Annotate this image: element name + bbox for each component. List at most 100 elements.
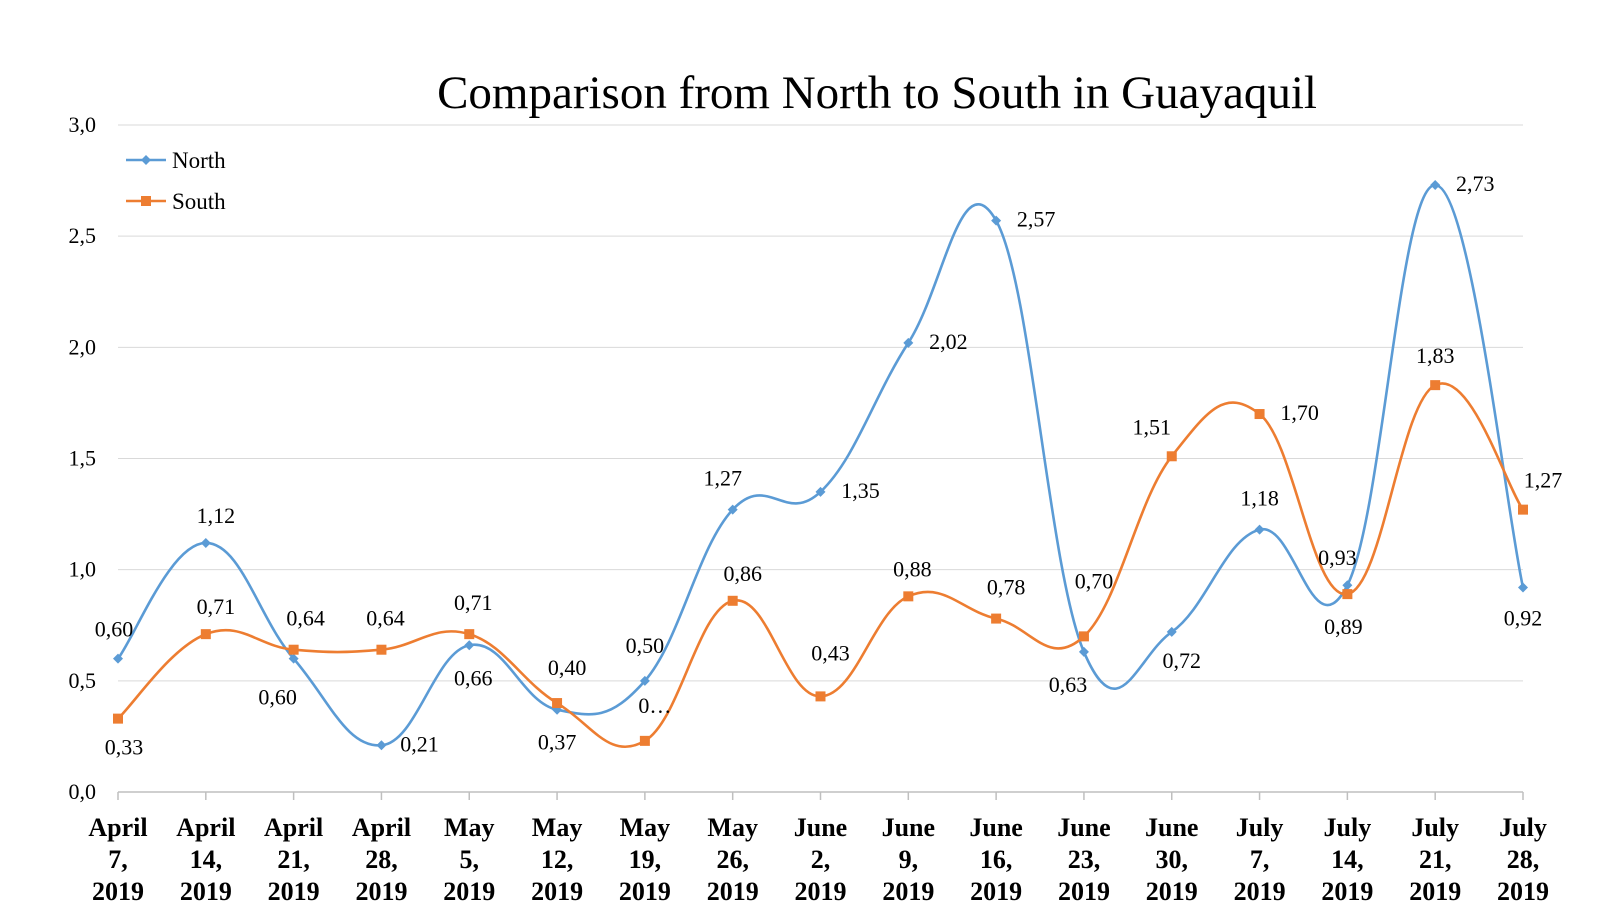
x-tick-label: April 21, 2019 — [264, 813, 323, 906]
point-south — [903, 591, 914, 602]
x-tick-label: June 23, 2019 — [1057, 813, 1110, 906]
point-north — [464, 640, 475, 651]
data-label-south: 0,43 — [811, 640, 850, 665]
legend-label-south: South — [172, 189, 226, 214]
x-axis-ticks: April 7, 2019 April 14, 2019 April 21, 2019 April… — [88, 813, 1549, 906]
chart-title: Comparison from North to South in Guayaq… — [437, 67, 1317, 119]
data-label-south: 0,64 — [286, 606, 325, 631]
data-label-north: 1,27 — [703, 466, 742, 491]
point-south — [991, 613, 1002, 624]
data-label-south: 0,89 — [1324, 614, 1363, 639]
legend-label-north: North — [172, 148, 226, 173]
legend: North South — [126, 148, 226, 214]
legend-marker-north — [141, 155, 151, 165]
point-north — [1078, 646, 1089, 657]
x-tick-label: May 19, 2019 — [619, 813, 671, 906]
point-south — [200, 629, 211, 640]
x-tick-label: July 14, 2019 — [1321, 813, 1373, 906]
axes — [117, 791, 1524, 800]
point-south — [1166, 451, 1177, 462]
data-label-north: 0,21 — [400, 731, 439, 756]
data-label-north: 0,60 — [95, 617, 134, 642]
x-tick-label: June 2, 2019 — [794, 813, 847, 906]
point-north — [1254, 524, 1265, 535]
y-tick-label: 0,0 — [69, 779, 97, 804]
x-tick-label: July 21, 2019 — [1409, 813, 1461, 906]
point-north — [200, 537, 211, 548]
point-south — [464, 629, 475, 640]
point-south — [288, 644, 299, 655]
point-south — [376, 644, 387, 655]
data-label-south: 0,86 — [723, 561, 762, 586]
point-north — [903, 337, 914, 348]
series-lines — [113, 180, 1528, 751]
point-north — [1518, 582, 1528, 593]
point-north — [1430, 180, 1441, 191]
point-south — [1430, 380, 1441, 391]
data-label-south: 1,70 — [1280, 400, 1319, 425]
point-north — [727, 504, 738, 515]
point-north — [1342, 580, 1353, 591]
x-tick-label: April 28, 2019 — [352, 813, 411, 906]
point-south — [552, 698, 563, 709]
data-label-north: 1,18 — [1240, 486, 1279, 511]
point-south — [815, 691, 826, 702]
data-label-north: 0,72 — [1163, 648, 1202, 673]
y-tick-label: 1,0 — [69, 557, 97, 582]
data-label-north: 1,35 — [841, 478, 880, 503]
x-tick-label: July 7, 2019 — [1234, 813, 1286, 906]
x-tick-label: April 7, 2019 — [88, 813, 147, 906]
data-label-north: 0,92 — [1504, 605, 1543, 630]
point-south — [727, 595, 738, 606]
x-tick-label: June 30, 2019 — [1145, 813, 1198, 906]
y-tick-label: 2,0 — [69, 334, 97, 359]
legend-marker-south — [141, 196, 151, 206]
data-label-south: 0,78 — [987, 575, 1026, 600]
data-label-south: 0,88 — [893, 556, 932, 581]
point-north — [639, 675, 650, 686]
point-south — [1342, 589, 1353, 600]
y-axis-ticks: 0,0 0,5 1,0 1,5 2,0 2,5 3,0 — [69, 112, 97, 804]
data-label-north: 2,02 — [929, 329, 968, 354]
x-tick-label: May 26, 2019 — [707, 813, 759, 906]
y-tick-label: 3,0 — [69, 112, 97, 137]
data-label-north: 2,57 — [1017, 207, 1056, 232]
data-label-north: 1,12 — [197, 503, 236, 528]
point-north — [1166, 626, 1177, 637]
data-label-north: 0,37 — [538, 730, 577, 755]
data-label-north: 0,60 — [258, 685, 297, 710]
x-tick-label: May 5, 2019 — [443, 813, 495, 906]
x-tick-label: May 12, 2019 — [531, 813, 583, 906]
x-tick-label: June 9, 2019 — [882, 813, 935, 906]
point-north — [113, 653, 123, 664]
point-north — [815, 486, 826, 497]
point-north — [288, 653, 299, 664]
data-label-north: 0,93 — [1318, 545, 1357, 570]
y-tick-label: 1,5 — [69, 446, 97, 471]
data-label-north: 0,66 — [454, 665, 493, 690]
point-north — [991, 215, 1002, 226]
gridlines — [118, 124, 1523, 682]
y-tick-label: 0,5 — [69, 668, 97, 693]
data-label-north: 2,73 — [1456, 171, 1495, 196]
point-south — [1254, 409, 1265, 420]
point-north — [376, 740, 387, 751]
data-label-south: 0,64 — [366, 606, 405, 631]
data-label-south: 0,33 — [105, 735, 144, 760]
data-label-south: 1,27 — [1524, 468, 1563, 493]
point-south — [639, 735, 650, 746]
data-label-south: 0,40 — [548, 655, 587, 680]
data-label-south: 0,71 — [454, 590, 493, 615]
series-line-north — [116, 183, 1525, 747]
x-tick-label: April 14, 2019 — [176, 813, 235, 906]
data-labels: 0,60 1,12 0,60 0,21 0,66 0,37 0,50 1,27 1,35 2,02… — [95, 171, 1563, 760]
point-south — [1078, 631, 1089, 642]
data-label-south: 0,70 — [1075, 568, 1114, 593]
data-label-south: 0,71 — [197, 594, 236, 619]
data-label-south: 1,83 — [1416, 343, 1455, 368]
point-south — [113, 713, 123, 724]
data-label-south: 1,51 — [1133, 414, 1172, 439]
x-tick-label: July 28, 2019 — [1497, 813, 1549, 906]
y-tick-label: 2,5 — [69, 223, 97, 248]
